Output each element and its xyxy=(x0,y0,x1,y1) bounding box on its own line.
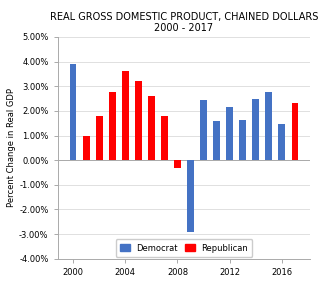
Bar xyxy=(148,96,155,160)
Title: REAL GROSS DOMESTIC PRODUCT, CHAINED DOLLARS
2000 - 2017: REAL GROSS DOMESTIC PRODUCT, CHAINED DOL… xyxy=(50,12,318,33)
Bar xyxy=(252,99,259,160)
Y-axis label: Percent Change in Real GDP: Percent Change in Real GDP xyxy=(7,88,16,207)
Bar xyxy=(239,120,246,160)
Bar xyxy=(135,81,142,160)
Legend: Democrat, Republican: Democrat, Republican xyxy=(116,239,252,257)
Bar xyxy=(213,121,220,160)
Bar xyxy=(200,100,207,160)
Bar xyxy=(278,124,285,160)
Bar xyxy=(109,92,116,160)
Bar xyxy=(83,136,90,160)
Bar xyxy=(226,107,233,160)
Bar xyxy=(187,160,194,232)
Bar xyxy=(96,116,102,160)
Bar xyxy=(70,64,76,160)
Bar xyxy=(266,92,272,160)
Bar xyxy=(174,160,181,168)
Bar xyxy=(161,116,168,160)
Bar xyxy=(292,103,298,160)
Bar xyxy=(122,71,129,160)
